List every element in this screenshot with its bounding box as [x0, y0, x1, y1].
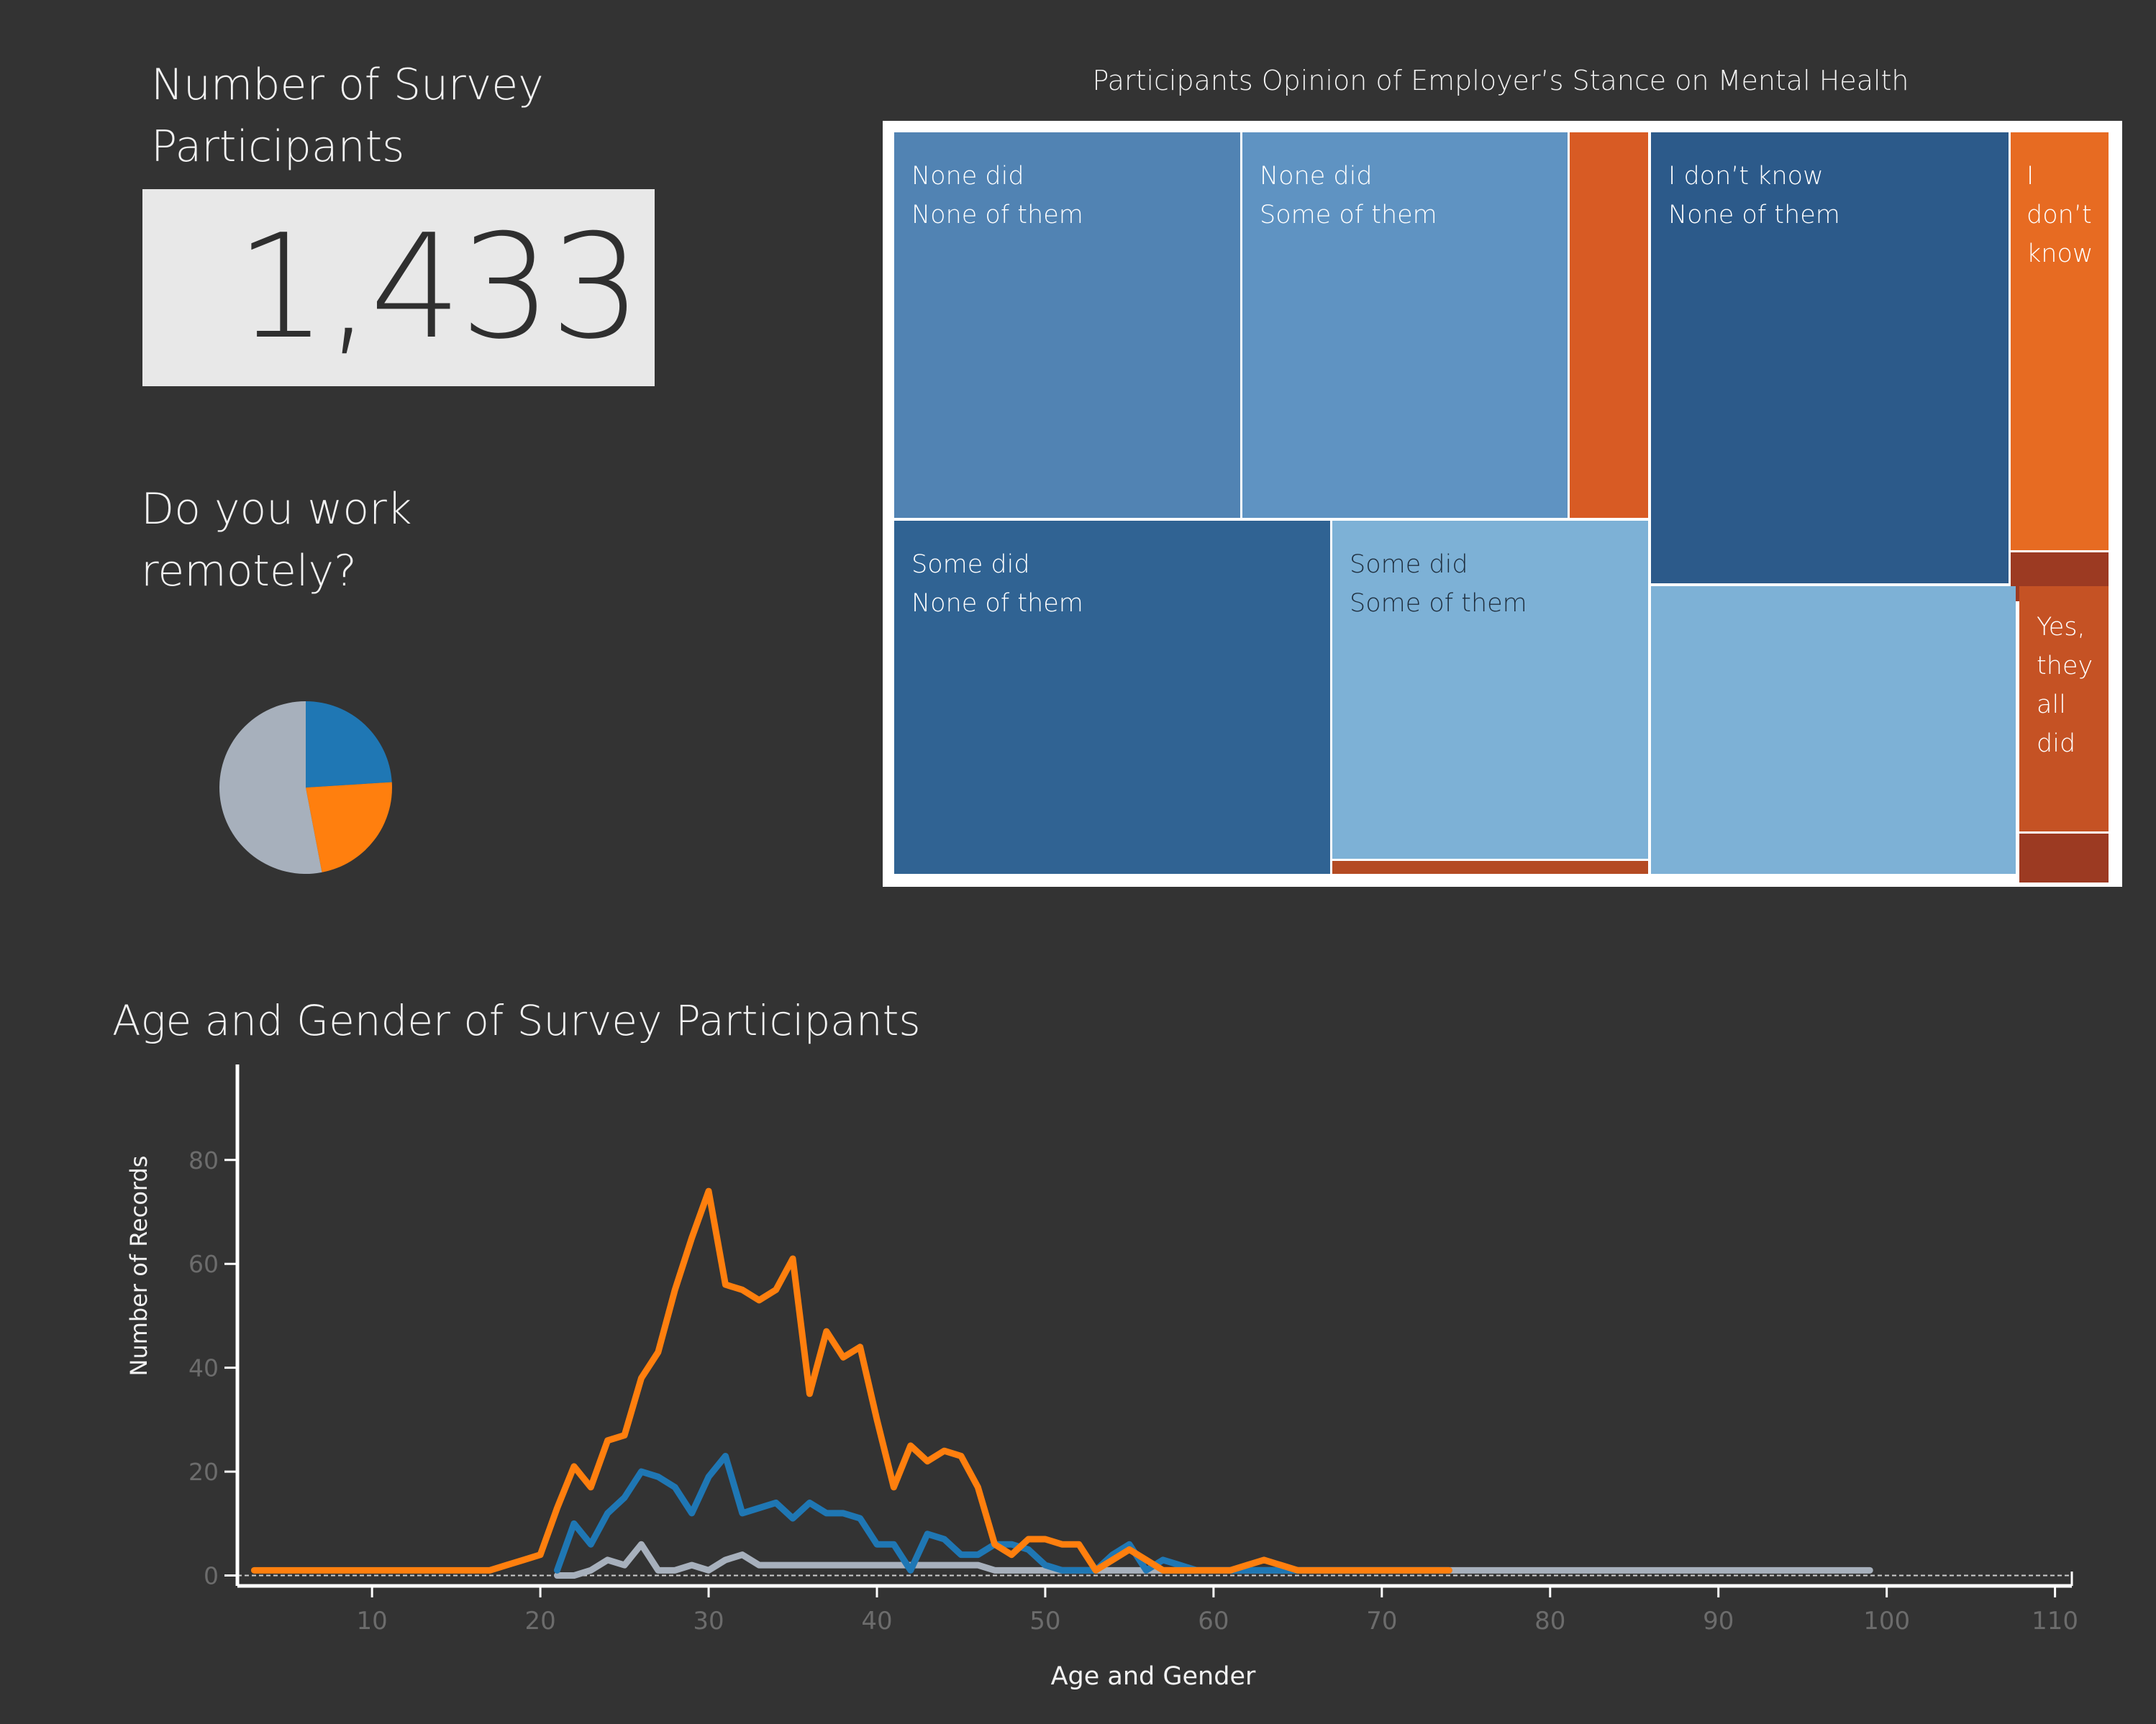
age-gender-line-chart[interactable]: 0 20 40 60 80 10 20 30 40 50 60 70 80 90 100 110 Age an…: [108, 1057, 2156, 1705]
treemap-cell-yes-small[interactable]: [2019, 834, 2109, 882]
cell-label: don’t: [2027, 201, 2092, 229]
cell-label: None of them: [911, 201, 1083, 229]
x-tick-label: 110: [2032, 1607, 2078, 1636]
cell-label: Some of them: [1260, 201, 1437, 229]
y-axis-label: Number of Records: [125, 1156, 153, 1377]
pie-slice-2[interactable]: [219, 701, 322, 874]
x-tick-label: 20: [524, 1607, 555, 1636]
y-tick-label: 80: [188, 1146, 219, 1175]
treemap-cell-i-dont-know[interactable]: I don’t know: [2011, 132, 2109, 550]
cell-label: did: [2037, 729, 2076, 758]
treemap-cell-some-did-none-of-them[interactable]: Some did None of them: [894, 521, 1330, 874]
cell-label: know: [2027, 240, 2093, 268]
line-chart-title: Age and Gender of Survey Participants: [112, 996, 921, 1045]
cell-label: they: [2037, 652, 2093, 680]
cell-label: Some did: [911, 550, 1030, 579]
remote-title: Do you work remotely?: [141, 478, 573, 602]
cell-label: None did: [1260, 162, 1373, 191]
x-tick-label: 10: [357, 1607, 388, 1636]
x-tick-label: 80: [1534, 1607, 1565, 1636]
treemap-cell-none-did-other[interactable]: [1570, 132, 1648, 518]
treemap-cell-i-dont-know-none-of-them[interactable]: I don’t know None of them: [1651, 132, 2009, 583]
kpi-card: 1,433: [142, 189, 655, 386]
x-tick-label: 50: [1029, 1607, 1060, 1636]
y-tick-label: 60: [188, 1250, 219, 1278]
treemap-title: Participants Opinion of Employer’s Stanc…: [1092, 65, 1909, 96]
y-tick-label: 20: [188, 1458, 219, 1486]
treemap: None did None of them None did Some of t…: [883, 121, 2122, 887]
cell-label: None of them: [1668, 201, 1840, 229]
cell-label: all: [2037, 690, 2066, 719]
pie-slice-1[interactable]: [306, 782, 392, 872]
cell-label: None did: [911, 162, 1024, 191]
remote-pie-chart[interactable]: [209, 690, 403, 885]
remote-title-line2: remotely?: [141, 546, 357, 596]
cell-label: Some of them: [1350, 589, 1527, 618]
kpi-value: 1,433: [235, 204, 642, 371]
x-tick-label: 90: [1703, 1607, 1734, 1636]
x-tick-label: 100: [1863, 1607, 1910, 1636]
y-tick-label: 0: [204, 1562, 219, 1590]
x-tick-label: 40: [861, 1607, 892, 1636]
cell-label: Yes,: [2037, 613, 2086, 642]
pie-slice-0[interactable]: [306, 701, 392, 788]
cell-label: I: [2027, 162, 2034, 191]
series-line-0[interactable]: [250, 1187, 1452, 1574]
treemap-cell-some-did-some-of-them[interactable]: Some did Some of them: [1332, 521, 1648, 859]
cell-label: I don’t know: [1668, 162, 1824, 191]
cell-label: Some did: [1350, 550, 1468, 579]
cell-label: None of them: [911, 589, 1083, 618]
treemap-cell-yes-they-all-did[interactable]: Yes, they all did: [2019, 586, 2109, 831]
treemap-cell-yes-some-of-them[interactable]: [1651, 586, 2016, 874]
kpi-title: Number of Survey Participants: [151, 54, 655, 178]
treemap-cell-some-did-small[interactable]: [1332, 861, 1648, 874]
x-tick-label: 30: [693, 1607, 724, 1636]
kpi-title-line1: Number of Survey: [151, 60, 544, 110]
x-tick-label: 60: [1198, 1607, 1229, 1636]
treemap-cell-none-did-none-of-them[interactable]: None did None of them: [894, 132, 1240, 518]
remote-title-line1: Do you work: [141, 484, 412, 534]
x-axis-label: Age and Gender: [1051, 1662, 1256, 1691]
kpi-title-line2: Participants: [151, 122, 405, 172]
x-tick-label: 70: [1366, 1607, 1397, 1636]
y-tick-label: 40: [188, 1354, 219, 1382]
treemap-cell-none-did-some-of-them[interactable]: None did Some of them: [1242, 132, 1568, 518]
